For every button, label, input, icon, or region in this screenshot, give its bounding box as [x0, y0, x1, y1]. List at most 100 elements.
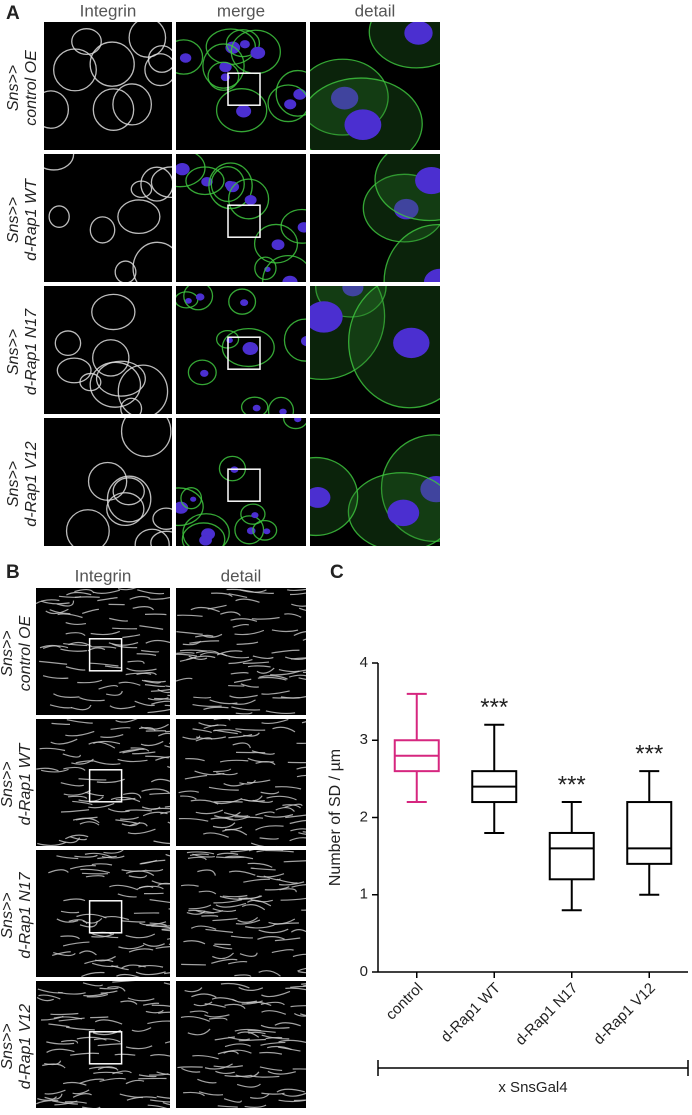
- fiber: [93, 1038, 121, 1043]
- fiber: [256, 667, 275, 674]
- fiber: [235, 1071, 260, 1078]
- fiber: [164, 704, 170, 707]
- fiber: [261, 1010, 287, 1015]
- fiber: [176, 677, 193, 682]
- fiber: [60, 809, 90, 813]
- fiber: [82, 982, 104, 987]
- fiber: [77, 679, 103, 684]
- fiber: [63, 766, 86, 771]
- fiber: [289, 837, 306, 842]
- fiber: [244, 799, 265, 802]
- fiber: [36, 1099, 59, 1105]
- fiber: [237, 916, 259, 923]
- cell: [150, 166, 172, 199]
- fiber: [56, 600, 75, 607]
- panel-label: A: [6, 3, 20, 24]
- fiber: [79, 950, 97, 956]
- fiber: [37, 841, 67, 846]
- fiber: [238, 986, 264, 992]
- fiber: [137, 589, 165, 595]
- fiber: [90, 662, 119, 667]
- fiber: [58, 837, 81, 844]
- fiber: [187, 1028, 211, 1036]
- fiber: [256, 850, 284, 853]
- fiber: [266, 795, 297, 801]
- fiber: [192, 728, 213, 734]
- texture: [310, 286, 440, 409]
- fiber: [275, 807, 295, 812]
- row-label: control OE: [17, 615, 34, 691]
- fiber: [90, 1016, 109, 1019]
- y-tick-label: 2: [360, 808, 368, 825]
- fiber: [149, 899, 170, 904]
- fiber: [82, 608, 100, 614]
- cell: [134, 528, 170, 546]
- fiber: [265, 710, 296, 715]
- fiber: [264, 886, 290, 891]
- significance: ***: [480, 694, 508, 721]
- fiber: [278, 1099, 306, 1103]
- fiber: [52, 1100, 78, 1105]
- fiber: [181, 1067, 201, 1073]
- texture: [54, 293, 169, 414]
- image-background: [310, 418, 440, 546]
- fiber: [51, 722, 71, 725]
- fiber: [291, 884, 306, 888]
- fiber: [272, 726, 296, 733]
- fiber: [246, 779, 271, 784]
- fiber: [111, 965, 129, 971]
- fiber: [109, 705, 136, 710]
- nucleus: [293, 88, 306, 100]
- row-label: Sns>>: [5, 329, 22, 375]
- fiber: [214, 811, 241, 819]
- fiber: [188, 655, 208, 660]
- fiber: [78, 778, 107, 781]
- fiber: [284, 613, 302, 618]
- texture: [48, 850, 170, 977]
- fiber: [167, 765, 170, 768]
- nucleus: [190, 496, 197, 502]
- row-label: Sns>>: [5, 65, 22, 111]
- fiber: [239, 589, 267, 593]
- fiber: [219, 759, 249, 763]
- fiber: [56, 855, 79, 860]
- fiber: [88, 802, 115, 809]
- micrograph: [176, 588, 306, 715]
- fiber: [160, 811, 170, 815]
- inset-box: [227, 468, 261, 502]
- fiber: [195, 809, 224, 815]
- nucleus: [242, 342, 259, 355]
- fiber: [236, 1083, 261, 1088]
- fiber: [278, 669, 306, 673]
- fiber: [91, 863, 113, 866]
- inset-box: [88, 900, 123, 934]
- fiber: [216, 650, 243, 656]
- fiber: [230, 935, 253, 939]
- fiber: [180, 1015, 210, 1022]
- fiber: [232, 998, 258, 1004]
- fiber: [287, 588, 306, 592]
- fiber: [186, 655, 216, 661]
- fiber: [90, 630, 121, 636]
- cell: [183, 286, 214, 311]
- cell: [54, 330, 82, 357]
- fiber: [267, 1070, 296, 1075]
- fiber: [81, 971, 105, 977]
- fiber: [64, 1101, 87, 1104]
- fiber: [141, 788, 170, 794]
- nucleus: [219, 61, 232, 73]
- fiber: [125, 1079, 145, 1085]
- nucleus: [393, 327, 430, 359]
- fiber: [50, 738, 78, 745]
- fiber: [165, 685, 170, 688]
- fiber: [195, 634, 214, 638]
- nucleus: [250, 46, 266, 59]
- fiber: [161, 928, 170, 931]
- nucleus: [300, 335, 306, 347]
- fiber: [125, 933, 156, 939]
- cell: [275, 69, 306, 117]
- cell: [120, 397, 143, 414]
- fiber: [292, 953, 306, 958]
- fiber: [221, 653, 250, 659]
- cell: [114, 260, 137, 282]
